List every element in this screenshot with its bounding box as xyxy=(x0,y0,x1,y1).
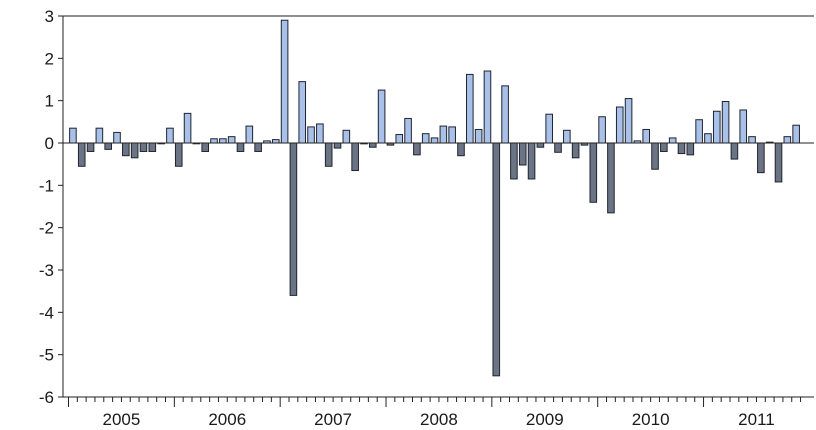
bar xyxy=(783,136,792,144)
bar xyxy=(677,142,686,155)
bar xyxy=(210,138,218,144)
bar xyxy=(174,142,183,167)
bar xyxy=(536,142,545,148)
bar xyxy=(307,126,315,144)
y-tick-label: -6 xyxy=(39,388,54,407)
y-tick-label: 2 xyxy=(45,49,54,68)
bar xyxy=(774,142,783,183)
bar xyxy=(377,89,386,144)
bar xyxy=(598,116,606,144)
bar xyxy=(201,142,210,152)
bar xyxy=(139,142,148,152)
bar xyxy=(113,131,121,144)
bar xyxy=(245,125,254,144)
bar xyxy=(413,142,421,156)
bar xyxy=(333,142,342,149)
bar xyxy=(474,128,483,144)
bar xyxy=(571,142,580,159)
bar xyxy=(77,142,86,167)
y-tick-label: 0 xyxy=(45,134,54,153)
axes-group xyxy=(58,15,814,407)
bar xyxy=(704,133,712,144)
bar xyxy=(712,110,721,144)
x-tick-label: 2009 xyxy=(526,410,564,429)
x-tick-label: 2011 xyxy=(738,410,775,429)
bar xyxy=(236,142,245,152)
bar xyxy=(219,138,227,144)
bar xyxy=(554,142,562,153)
bar xyxy=(492,142,501,377)
bar xyxy=(130,142,139,159)
y-tick-label: 3 xyxy=(45,7,54,26)
bar xyxy=(651,142,659,170)
bar xyxy=(660,142,668,152)
bar xyxy=(757,142,765,174)
bar xyxy=(368,142,377,148)
bar xyxy=(563,129,571,144)
bar xyxy=(183,112,192,144)
bar xyxy=(457,142,465,157)
x-tick-label: 2008 xyxy=(420,410,458,429)
bar xyxy=(351,142,359,172)
x-tick-label: 2010 xyxy=(632,410,670,429)
bar xyxy=(730,142,739,160)
bar xyxy=(69,127,77,144)
bar xyxy=(342,129,351,144)
bar xyxy=(615,106,624,144)
bar xyxy=(695,119,703,144)
bar xyxy=(280,19,289,144)
y-tick-label: -4 xyxy=(39,303,54,322)
bar xyxy=(642,128,651,144)
bar xyxy=(86,142,95,152)
bar xyxy=(686,142,695,156)
bar xyxy=(739,109,748,144)
y-tick-label: -1 xyxy=(39,176,54,195)
y-tick-label: -3 xyxy=(39,261,54,280)
bar xyxy=(271,139,280,144)
bar xyxy=(298,81,307,144)
bar xyxy=(721,101,730,144)
bars-group xyxy=(69,19,800,377)
bar xyxy=(589,142,598,203)
bar xyxy=(95,127,104,144)
bar xyxy=(324,142,333,167)
bar xyxy=(395,134,404,144)
bar xyxy=(122,142,130,157)
bar xyxy=(148,142,157,152)
bar xyxy=(421,133,430,144)
x-tick-label: 2005 xyxy=(103,410,141,429)
bar xyxy=(792,124,800,144)
bar xyxy=(748,136,756,144)
bar xyxy=(448,126,456,144)
y-tick-label: 1 xyxy=(45,92,54,111)
bar xyxy=(607,142,615,214)
bar xyxy=(668,137,677,144)
bar xyxy=(510,142,518,180)
bar xyxy=(527,142,536,180)
bar xyxy=(254,142,262,152)
bar xyxy=(104,142,112,150)
bar xyxy=(404,117,412,144)
x-tick-label: 2007 xyxy=(314,410,352,429)
bar xyxy=(430,137,439,144)
bar xyxy=(439,125,448,144)
y-tick-label: -5 xyxy=(39,346,54,365)
bar xyxy=(166,127,174,144)
bar xyxy=(483,70,492,144)
bar xyxy=(227,136,236,144)
bar xyxy=(316,123,324,144)
y-tick-label: -2 xyxy=(39,219,54,238)
bar xyxy=(518,142,527,166)
tick-labels-group: 3 2 1 0 -1 -2 -3 -4 -5 -6 2005 2006 2007 2008 2009 2010… xyxy=(39,7,775,429)
x-tick-label: 2006 xyxy=(208,410,246,429)
bar xyxy=(624,98,633,144)
bar xyxy=(501,85,509,144)
bar xyxy=(466,73,474,144)
bar xyxy=(289,142,298,296)
bar xyxy=(545,113,553,144)
